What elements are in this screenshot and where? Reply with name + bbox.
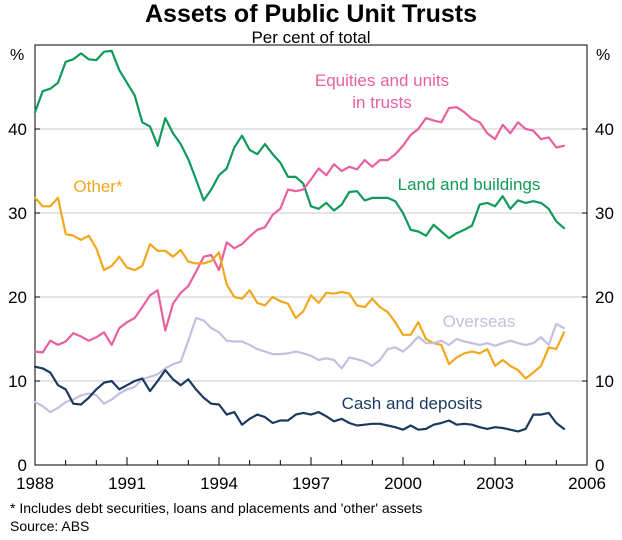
series-line-cash-and-deposits	[33, 365, 566, 433]
y-tick-label-right: 20	[595, 288, 614, 307]
y-tick-label-left: 0	[18, 456, 27, 475]
source-note: Source: ABS	[10, 518, 90, 534]
x-tick-label-2006: 2006	[568, 474, 606, 493]
chart-subtitle: Per cent of total	[251, 28, 371, 47]
series-line-overseas	[33, 316, 566, 414]
series-lines	[33, 49, 566, 433]
gridlines	[35, 128, 587, 382]
x-tick-label-1988: 1988	[16, 474, 54, 493]
series-label-overseas: Overseas	[443, 312, 516, 331]
y-tick-label-right: 30	[595, 204, 614, 223]
y-axis-unit-right: %	[596, 47, 611, 64]
y-tick-label-left: 30	[8, 204, 27, 223]
x-tick-label-2003: 2003	[476, 474, 514, 493]
series-label-land-and-buildings: Land and buildings	[398, 175, 541, 194]
x-tick-label-1994: 1994	[200, 474, 238, 493]
x-tick-label-1991: 1991	[108, 474, 146, 493]
y-tick-label-right: 10	[595, 372, 614, 391]
series-label-equities-line2: in trusts	[352, 93, 412, 112]
series-line-equities-and-units-in-trusts	[33, 106, 566, 354]
y-tick-label-left: 20	[8, 288, 27, 307]
y-tick-label-right: 40	[595, 120, 614, 139]
chart-title: Assets of Public Unit Trusts	[144, 0, 477, 28]
x-tick-label-2000: 2000	[384, 474, 422, 493]
axes: 0 0 10 10 20 20 30 30 40 40 1988 1991 1994 1997 2000 20…	[8, 44, 614, 493]
series-line-land-and-buildings	[33, 49, 566, 240]
series-line-other	[33, 196, 566, 380]
y-tick-label-left: 10	[8, 372, 27, 391]
series-label-cash-and-deposits: Cash and deposits	[342, 394, 483, 413]
y-tick-label-left: 40	[8, 120, 27, 139]
x-tick-label-1997: 1997	[292, 474, 330, 493]
y-tick-label-right: 0	[595, 456, 604, 475]
series-label-other: Other*	[73, 177, 123, 196]
plot-frame	[34, 44, 588, 466]
footnote: * Includes debt securities, loans and pl…	[10, 500, 423, 516]
series-label-equities-line1: Equities and units	[315, 71, 449, 90]
y-axis-unit-left: %	[10, 47, 25, 64]
series-labels: Equities and units in trusts Land and bu…	[73, 71, 540, 413]
